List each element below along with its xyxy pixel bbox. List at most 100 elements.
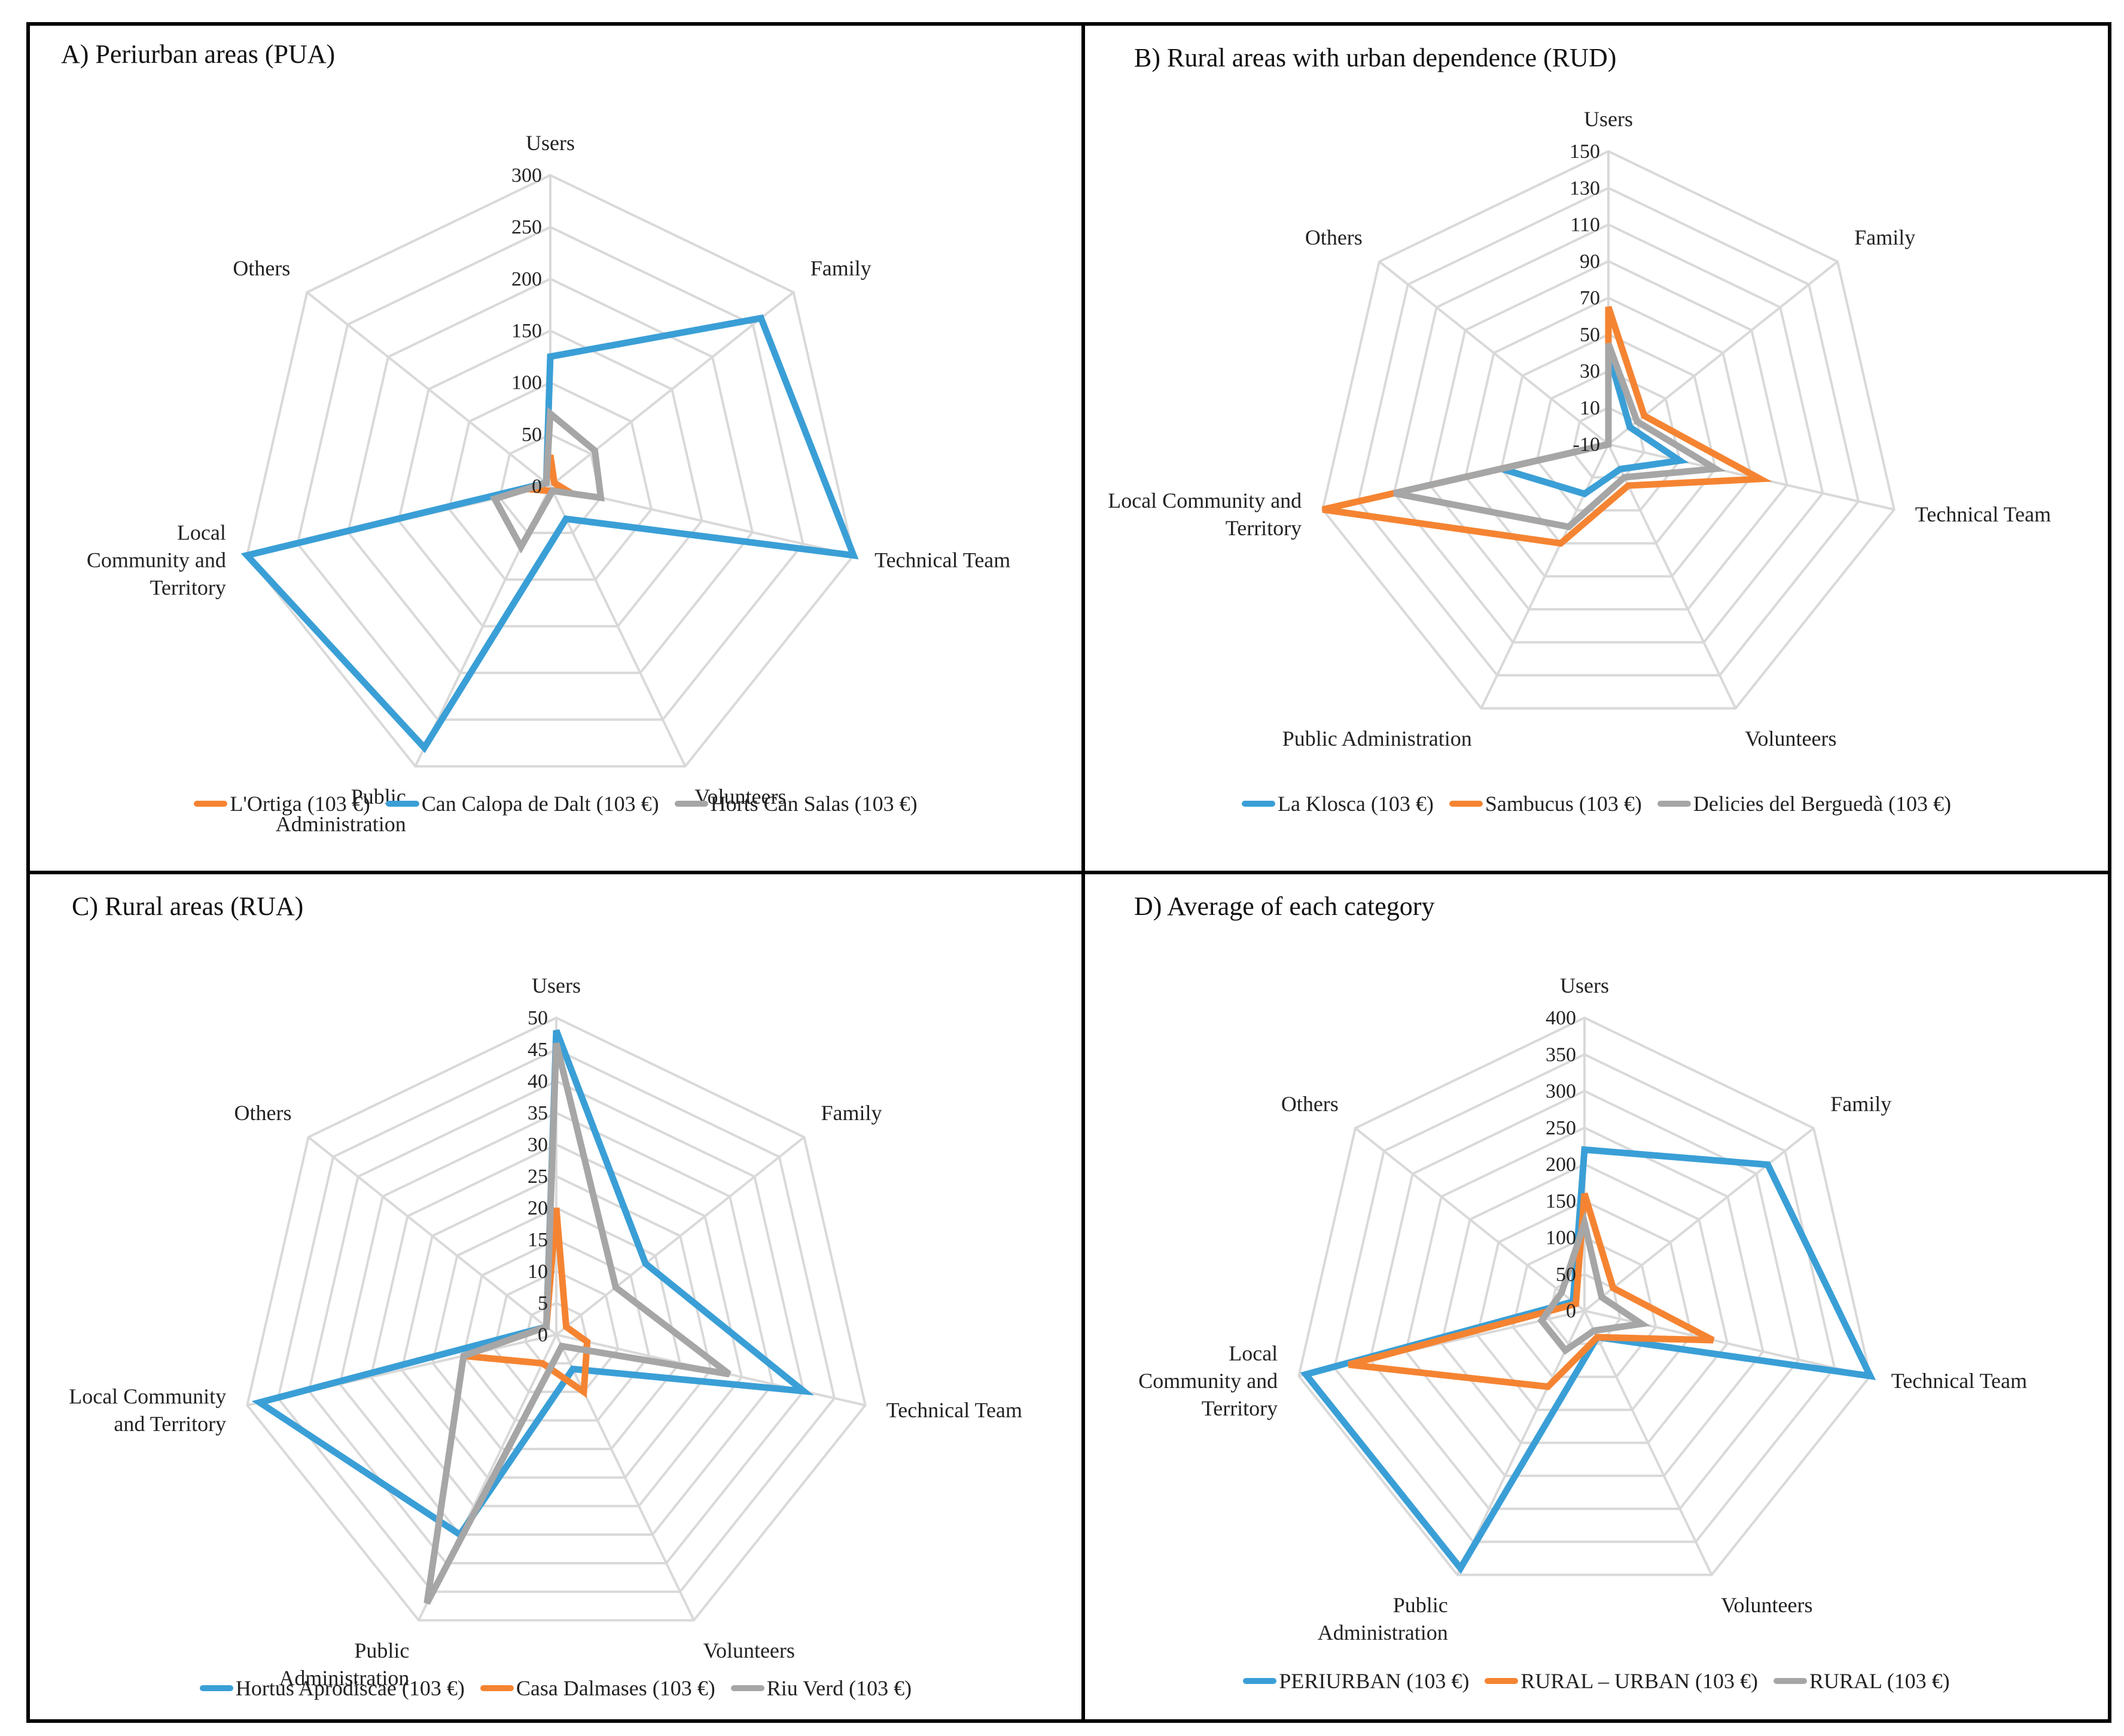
grid-ring [369, 1143, 743, 1508]
legend-c: Hortus Aprodiscae (103 €) Casa Dalmases … [30, 1676, 1081, 1701]
grid-ring [339, 1111, 774, 1536]
grid-ring [1404, 1126, 1765, 1477]
grid-ring [1357, 187, 1860, 677]
axis-label: Others [234, 1101, 292, 1125]
grid-spoke [1583, 1127, 1815, 1312]
legend-swatch [1449, 801, 1483, 807]
tick-label: -10 [1573, 434, 1600, 456]
grid-spoke [1378, 260, 1610, 446]
axis-label: Public [354, 1639, 409, 1662]
tick-label: 150 [1546, 1190, 1576, 1212]
tick-label: 25 [528, 1166, 548, 1188]
tick-label: 100 [511, 372, 542, 394]
series-line [1348, 1192, 1715, 1390]
grid-ring [462, 1238, 651, 1422]
radar-chart-d: 0 50 100 150 200 250 300 350 400 Users Family Techn… [1138, 974, 2027, 1645]
grid-ring [1476, 1200, 1693, 1411]
legend-swatch [194, 801, 228, 807]
legend-item: Riu Verd (103 €) [730, 1676, 912, 1701]
axis-label: Users [532, 974, 581, 997]
tick-label: 130 [1570, 177, 1600, 199]
axis-label: Public Administration [1282, 727, 1472, 750]
grid-ring [1333, 1053, 1836, 1543]
series-line [423, 1042, 732, 1605]
tick-label: 10 [1580, 397, 1600, 419]
legend-label: Delicies del Berguedà (103 €) [1693, 792, 1952, 816]
axis-label: Volunteers [703, 1639, 795, 1662]
legend-swatch [1241, 801, 1275, 807]
tick-label: 45 [528, 1039, 548, 1061]
grid-ring [1428, 260, 1788, 611]
radar-chart-a: 0 50 100 150 200 250 300 Users Family Technical T… [87, 131, 1010, 836]
grid-ring [397, 329, 703, 628]
axis-label: Technical Team [874, 548, 1010, 572]
legend-swatch [674, 801, 708, 807]
tick-label: 30 [528, 1134, 548, 1156]
grid-ring [1512, 1236, 1657, 1378]
axis-label: Volunteers [1721, 1593, 1812, 1617]
legend-item: RURAL – URBAN (103 €) [1485, 1668, 1758, 1694]
axis-label: Territory [1226, 516, 1302, 540]
grid-ring [1392, 223, 1824, 644]
grid-ring [1535, 370, 1681, 512]
legend-item: Delicies del Berguedà (103 €) [1657, 791, 1951, 816]
grid-ring [400, 1174, 712, 1479]
grid-ring [307, 1079, 805, 1564]
chart-title-c: C) Rural areas (RUA) [72, 892, 304, 921]
tick-label: 10 [528, 1261, 548, 1283]
axis-label: Family [821, 1101, 882, 1125]
legend-item: Horts Can Salas (103 €) [674, 791, 918, 816]
axis-label: Family [810, 256, 871, 280]
grid-ring [1547, 1273, 1622, 1346]
grid-spoke [549, 291, 794, 487]
legend-label: RURAL (103 €) [1809, 1669, 1950, 1693]
axis-label: Users [1584, 107, 1633, 131]
tick-label: 50 [528, 1007, 548, 1029]
grid-ring [276, 1048, 836, 1593]
chart-panel-d: 0 50 100 150 200 250 300 350 400 Users Family Techn… [1081, 871, 2111, 1723]
axis-label: Administration [276, 812, 406, 836]
tick-label: 250 [1546, 1117, 1576, 1139]
axis-label: Volunteers [1745, 727, 1836, 750]
tick-label: 300 [511, 164, 542, 187]
series-line [1393, 342, 1726, 530]
axis-label: Public [1393, 1593, 1448, 1617]
tick-label: 0 [538, 1324, 548, 1346]
grid-ring [245, 173, 855, 768]
axis-label: Administration [1318, 1621, 1448, 1645]
axis-label: Others [1281, 1092, 1339, 1116]
legend-label: RURAL – URBAN (103 €) [1520, 1669, 1759, 1693]
legend-item: RURAL (103 €) [1773, 1668, 1950, 1694]
axis-label: Community and [87, 548, 226, 572]
grid-spoke [555, 1334, 695, 1621]
grid-ring [1321, 150, 1896, 710]
grid-ring [296, 225, 805, 721]
grid-spoke [1584, 1310, 1871, 1377]
axis-label: Family [1830, 1092, 1891, 1116]
tick-label: 110 [1570, 214, 1600, 236]
grid-ring [1297, 1016, 1872, 1576]
tick-label: 50 [1556, 1264, 1576, 1286]
tick-label: 350 [1546, 1044, 1576, 1066]
legend-item: Casa Dalmases (103 €) [480, 1676, 715, 1701]
tick-label: 90 [1580, 251, 1600, 273]
legend-label: Sambucus (103 €) [1485, 792, 1642, 816]
axis-label: Others [1305, 225, 1363, 249]
legend-label: L'Ortiga (103 €) [230, 792, 370, 816]
axis-label: Territory [150, 576, 225, 600]
tick-label: 200 [511, 268, 542, 290]
axis-label: Administration [279, 1666, 409, 1690]
legend-swatch [1243, 1678, 1277, 1684]
legend-swatch [730, 1685, 764, 1691]
tick-label: 40 [528, 1070, 548, 1093]
grid-ring [1369, 1090, 1800, 1511]
tick-label: 150 [511, 320, 542, 342]
grid-ring [498, 433, 602, 535]
grid-spoke [1354, 1127, 1586, 1312]
series-line [490, 407, 605, 554]
tick-label: 50 [1580, 324, 1600, 346]
tick-label: 20 [528, 1197, 548, 1219]
legend-item: La Klosca (103 €) [1241, 791, 1434, 816]
axis-label: and Territory [114, 1412, 226, 1436]
grid-ring [447, 381, 653, 581]
